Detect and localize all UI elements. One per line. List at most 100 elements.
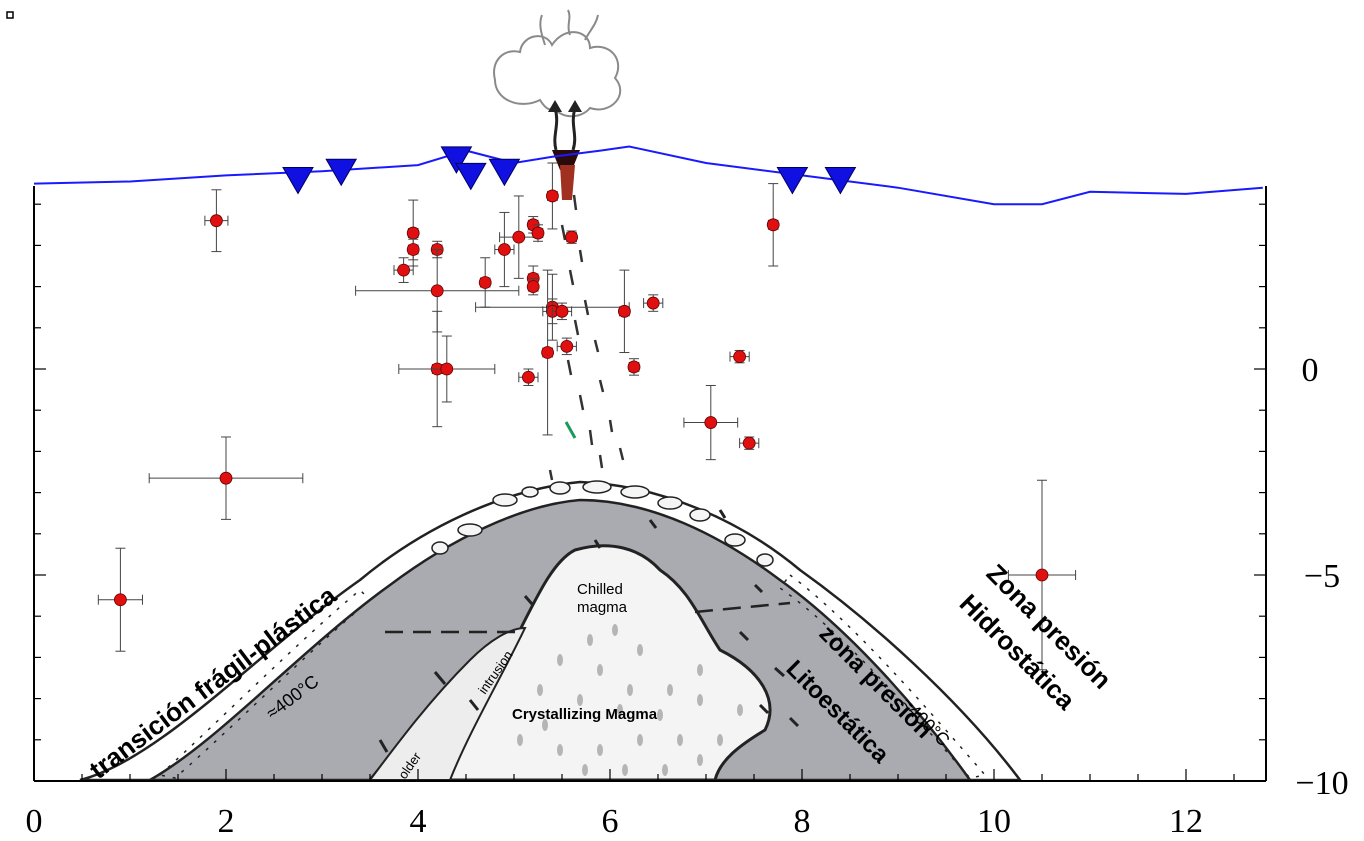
x-tick-label: 2	[218, 803, 235, 840]
y-tick-label: 0	[1302, 352, 1319, 389]
x-tick-label: 4	[410, 803, 427, 840]
hypocenter-dot	[219, 471, 233, 485]
crystal-mark	[657, 709, 663, 721]
hypocenter-dot	[497, 243, 511, 256]
conduit-dashes	[548, 169, 625, 481]
isotherm-left-band	[158, 588, 372, 779]
crystal-mark	[597, 744, 603, 756]
vent-conduit	[560, 165, 575, 200]
crystal-mark	[627, 684, 633, 696]
hypocenter-dot	[646, 296, 660, 310]
hypocenter-point	[551, 302, 573, 321]
dashed-horizon-right	[694, 601, 791, 614]
hypocenter-dot	[526, 280, 540, 294]
hypocenter-point	[1007, 479, 1077, 671]
hypocenter-dot	[618, 304, 631, 318]
hypocenter-dot	[704, 416, 718, 429]
hypocenter-dot	[560, 339, 574, 353]
conduit-green-dash	[564, 421, 577, 439]
hypocenter-point	[148, 436, 304, 520]
hypocenter-point	[398, 335, 496, 403]
hypocenter-point	[729, 349, 750, 364]
hypocenter-dot	[541, 346, 554, 359]
eruption-arrows	[548, 100, 582, 151]
crystallizing-magma-label: Crystallizing Magma	[512, 706, 658, 723]
crystal-mark	[637, 734, 643, 746]
hypocenter-point	[618, 269, 631, 354]
hypocenter-point	[556, 337, 577, 356]
chilled-magma-label-1: Chilled	[577, 581, 623, 598]
x-tick-label: 6	[602, 803, 619, 840]
hypocenter-dot	[440, 362, 454, 376]
rim-blocks	[431, 480, 774, 567]
hypocenter-dot	[430, 284, 444, 298]
hypocenter-dot	[546, 189, 559, 203]
station-triangle	[776, 166, 809, 195]
crystal-mark	[537, 684, 543, 696]
hypocenter-point	[643, 294, 664, 312]
crystal-mark	[597, 664, 603, 676]
x-tick-label: 12	[1169, 803, 1203, 840]
hypocenter-dot	[478, 276, 492, 289]
fracture-marks	[378, 509, 800, 753]
crystal-mark	[557, 654, 563, 666]
x-tick-label: 10	[977, 803, 1011, 840]
hypocenter-dot	[209, 214, 223, 228]
hypocenter-point	[494, 211, 515, 288]
hypocenter-dot	[733, 350, 746, 364]
x-tick-labels: 0 2 4 6 8 10 12	[26, 803, 1204, 840]
hypocenter-point	[683, 384, 739, 461]
station-triangle	[488, 158, 521, 187]
crystal-mark	[697, 694, 703, 706]
hypocenter-dot	[406, 243, 420, 256]
crystal-mark	[622, 764, 628, 776]
crystal-mark	[577, 694, 583, 706]
hypocenter-point	[518, 368, 539, 386]
hypocenter-dot	[627, 360, 641, 374]
hypocenter-point	[627, 358, 641, 376]
crystal-mark	[697, 664, 703, 676]
hypocenter-dot	[555, 304, 569, 318]
station-triangle	[325, 158, 358, 187]
hypocenter-dot	[742, 436, 756, 450]
hypocenter-point	[393, 257, 414, 283]
x-tick-label: 0	[26, 803, 43, 840]
crystal-mark	[612, 624, 618, 636]
x-tick-label: 8	[794, 803, 811, 840]
crystal-mark	[667, 684, 673, 696]
crystal-mark	[517, 734, 523, 746]
hypocenter-dot	[565, 230, 578, 244]
station-triangle	[824, 166, 857, 195]
hypocenter-dot	[114, 593, 127, 607]
crystal-mark	[662, 764, 668, 776]
hypocenter-point	[355, 249, 520, 333]
hypocenter-dot	[531, 226, 545, 240]
surface-topography-line	[33, 145, 1263, 206]
crystal-mark	[542, 719, 548, 731]
y-tick-labels: 0 −5 −10	[1295, 352, 1348, 802]
station-triangle	[440, 146, 473, 174]
hypocenter-dot	[1035, 568, 1049, 582]
hypocenter-point	[565, 230, 578, 244]
hypocenter-dot	[397, 263, 411, 277]
crystal-pattern	[517, 624, 743, 776]
crystal-mark	[677, 734, 683, 746]
isotherm-right-band	[778, 573, 987, 779]
crystal-mark	[637, 644, 643, 656]
crystal-mark	[717, 734, 723, 746]
hypocenter-points	[97, 162, 1077, 671]
hypocenter-point	[546, 162, 559, 230]
hypocenter-point	[766, 183, 780, 267]
crystal-mark	[587, 634, 593, 646]
hypocenter-point	[531, 224, 545, 242]
hypocenter-dot	[522, 370, 535, 384]
arrow-head-right	[568, 100, 582, 112]
chilled-magma-label-2: magma	[577, 599, 628, 616]
seismic-stations	[282, 146, 857, 195]
crystal-mark	[582, 764, 588, 776]
hypocenter-point	[406, 238, 420, 261]
corner-marker	[6, 11, 14, 19]
hypocenter-point	[739, 436, 760, 450]
hypocenter-dot	[766, 218, 780, 232]
